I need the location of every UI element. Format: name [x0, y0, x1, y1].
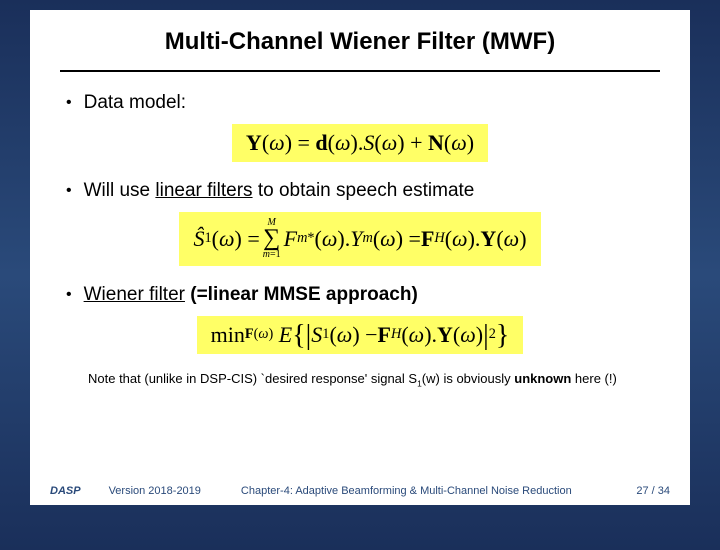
- bullet-dot-icon: •: [66, 90, 72, 116]
- slide: Multi-Channel Wiener Filter (MWF) • Data…: [30, 10, 690, 505]
- equation-1: Y(ω) = d(ω).S(ω) + N(ω): [232, 124, 488, 162]
- bullet-dot-icon: •: [66, 282, 72, 308]
- bullet-text: Data model:: [84, 90, 186, 116]
- page-title: Multi-Channel Wiener Filter (MWF): [60, 28, 660, 56]
- equation-3: minF(ω) E{|S1(ω) − FH(ω).Y(ω)|2}: [197, 316, 524, 354]
- title-divider: [60, 70, 660, 72]
- bullet-text: Will use linear filters to obtain speech…: [84, 178, 475, 204]
- bullet-text: Wiener filter (=linear MMSE approach): [84, 282, 418, 308]
- sigma-icon: M ∑ m=1: [263, 218, 281, 260]
- bullet-data-model: • Data model:: [60, 90, 660, 116]
- bullet-wiener-filter: • Wiener filter (=linear MMSE approach): [60, 282, 660, 308]
- equation-2-wrap: Ŝ1(ω) = M ∑ m=1 Fm*(ω).Ym(ω) = FH(ω).Y(ω…: [60, 212, 660, 266]
- footer-chapter: Chapter-4: Adaptive Beamforming & Multi-…: [241, 485, 636, 497]
- footer-brand: DASP: [50, 485, 81, 497]
- equation-3-wrap: minF(ω) E{|S1(ω) − FH(ω).Y(ω)|2}: [60, 316, 660, 354]
- equation-1-wrap: Y(ω) = d(ω).S(ω) + N(ω): [60, 124, 660, 162]
- footnote: Note that (unlike in DSP-CIS) `desired r…: [88, 370, 660, 390]
- equation-2: Ŝ1(ω) = M ∑ m=1 Fm*(ω).Ym(ω) = FH(ω).Y(ω…: [179, 212, 540, 266]
- footer-page: 27 / 34: [636, 485, 670, 497]
- bullet-dot-icon: •: [66, 178, 72, 204]
- footer: DASP Version 2018-2019 Chapter-4: Adapti…: [30, 485, 690, 497]
- footer-version: Version 2018-2019: [109, 485, 201, 497]
- bullet-linear-filters: • Will use linear filters to obtain spee…: [60, 178, 660, 204]
